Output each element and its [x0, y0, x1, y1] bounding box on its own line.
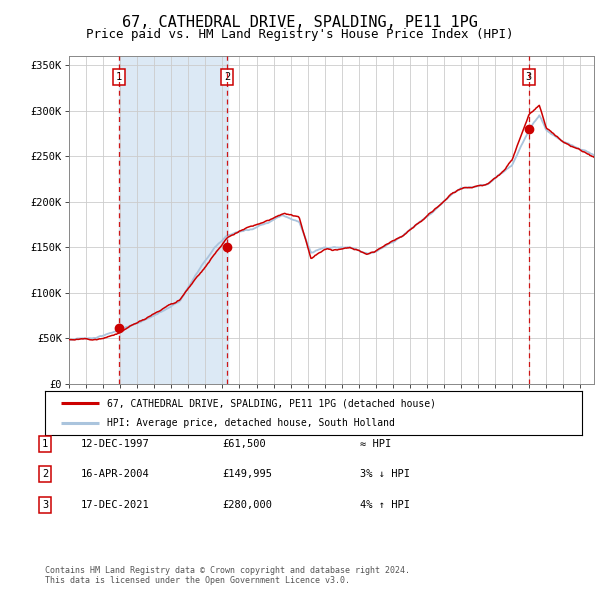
Text: 17-DEC-2021: 17-DEC-2021	[81, 500, 150, 510]
Text: 3% ↓ HPI: 3% ↓ HPI	[360, 470, 410, 479]
Text: 1: 1	[116, 73, 122, 83]
Text: 3: 3	[42, 500, 48, 510]
Bar	[119, 56, 227, 384]
Text: 3: 3	[526, 73, 532, 83]
Text: HPI: Average price, detached house, South Holland: HPI: Average price, detached house, Sout…	[107, 418, 395, 428]
Text: 67, CATHEDRAL DRIVE, SPALDING, PE11 1PG (detached house): 67, CATHEDRAL DRIVE, SPALDING, PE11 1PG …	[107, 398, 436, 408]
Text: £280,000: £280,000	[222, 500, 272, 510]
Text: 12-DEC-1997: 12-DEC-1997	[81, 439, 150, 448]
Text: £61,500: £61,500	[222, 439, 266, 448]
Text: 16-APR-2004: 16-APR-2004	[81, 470, 150, 479]
Text: 2: 2	[42, 470, 48, 479]
Text: Price paid vs. HM Land Registry's House Price Index (HPI): Price paid vs. HM Land Registry's House …	[86, 28, 514, 41]
Text: 4% ↑ HPI: 4% ↑ HPI	[360, 500, 410, 510]
Text: ≈ HPI: ≈ HPI	[360, 439, 391, 448]
Text: 2: 2	[224, 73, 230, 83]
Text: Contains HM Land Registry data © Crown copyright and database right 2024.
This d: Contains HM Land Registry data © Crown c…	[45, 566, 410, 585]
Text: 1: 1	[42, 439, 48, 448]
Text: £149,995: £149,995	[222, 470, 272, 479]
Text: 67, CATHEDRAL DRIVE, SPALDING, PE11 1PG: 67, CATHEDRAL DRIVE, SPALDING, PE11 1PG	[122, 15, 478, 30]
